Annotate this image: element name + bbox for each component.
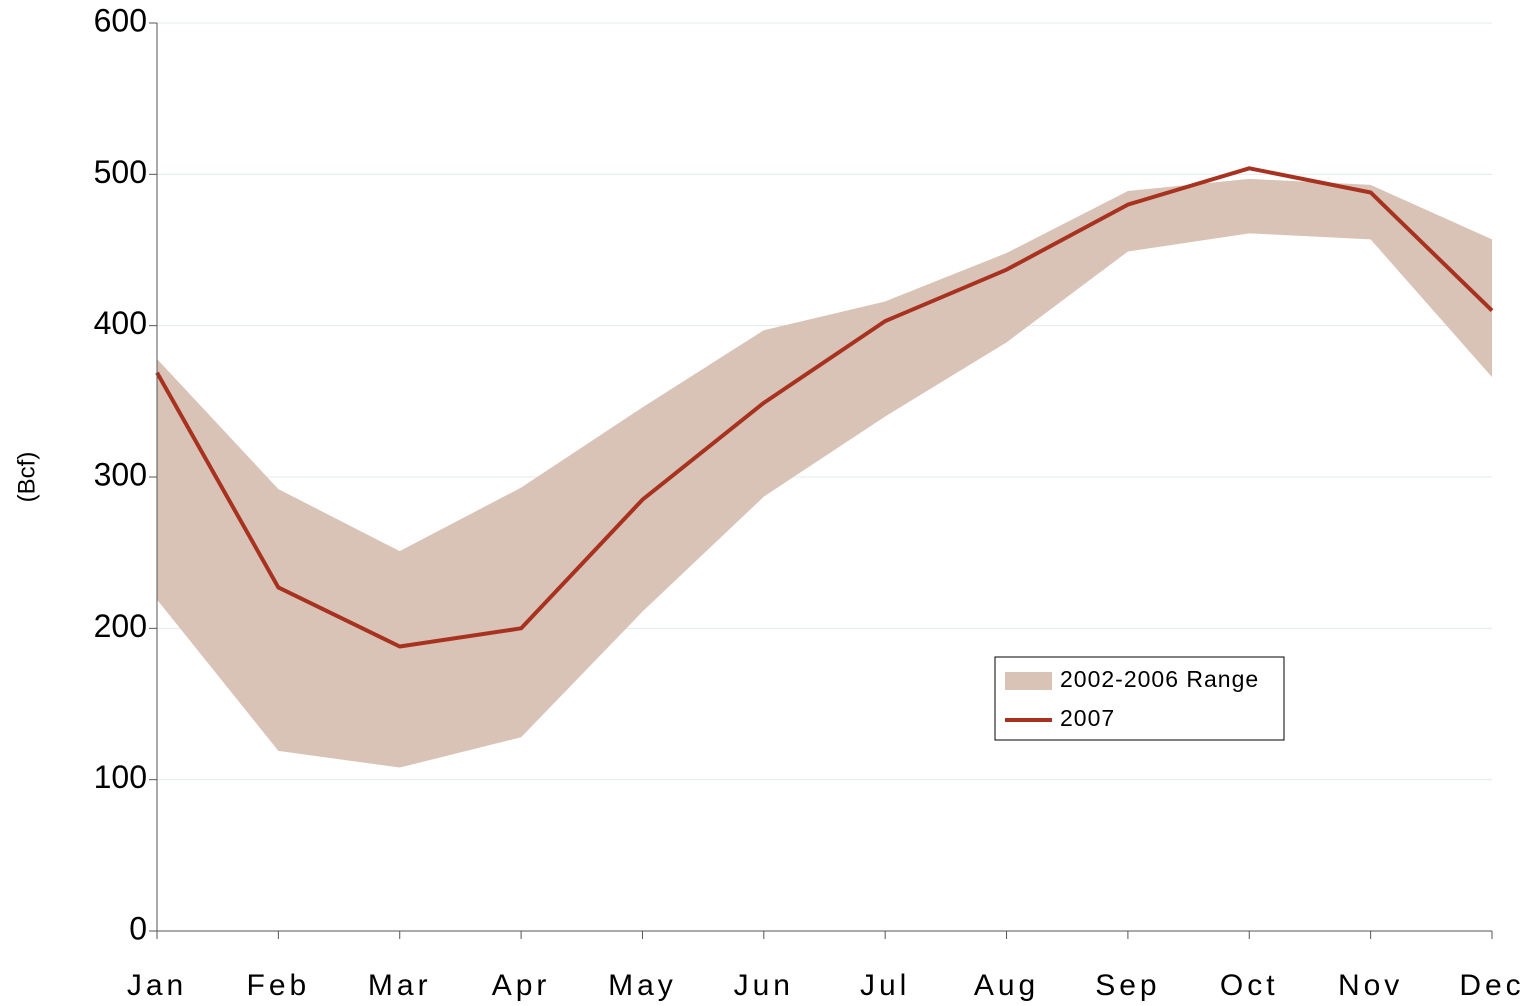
y-tick-label: 600: [94, 2, 147, 38]
y-tick-label: 300: [94, 456, 147, 492]
y-tick-label: 100: [94, 759, 147, 795]
y-tick-label: 0: [129, 910, 147, 946]
x-tick-label: Jun: [734, 969, 794, 1002]
x-tick-label: Apr: [492, 969, 551, 1002]
x-tick-label: Mar: [368, 969, 432, 1002]
legend-label: 2002-2006 Range: [1060, 666, 1259, 692]
line: [155, 166, 1494, 649]
x-tick-label: Sep: [1095, 969, 1160, 1002]
y-axis-label: (Bcf): [13, 452, 40, 503]
y-tick-label: 200: [94, 608, 147, 644]
legend-swatch: [1005, 672, 1052, 690]
x-tick-label: May: [608, 969, 677, 1002]
x-tick-label: Dec: [1459, 969, 1524, 1002]
legend-box: [994, 656, 1285, 741]
x-tick-label: Nov: [1338, 969, 1403, 1002]
x-tick-label: Feb: [247, 969, 311, 1002]
x-tick-label: Aug: [974, 969, 1039, 1002]
y-tick-label: 500: [94, 154, 147, 190]
x-tick-label: Jan: [127, 969, 187, 1002]
x-tick-label: Oct: [1220, 969, 1279, 1002]
y-tick-label: 400: [94, 305, 147, 341]
legend-label: 2007: [1060, 705, 1115, 731]
x-tick-label: Jul: [860, 969, 910, 1002]
range-band: [157, 178, 1492, 768]
